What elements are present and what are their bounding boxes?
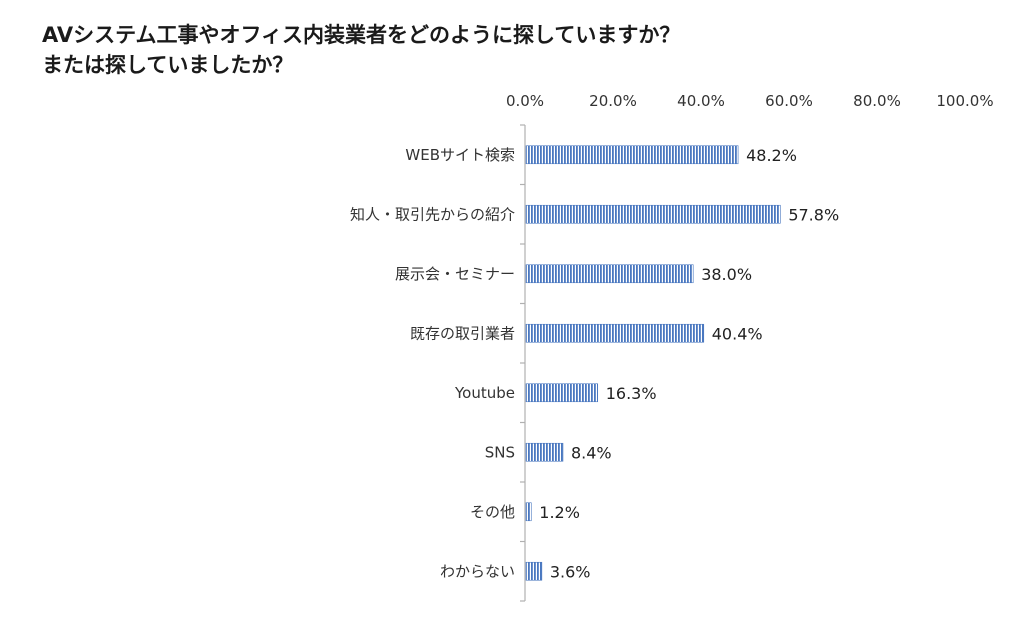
bar — [525, 502, 532, 522]
data-label: 38.0% — [701, 265, 752, 284]
data-label: 48.2% — [746, 146, 797, 165]
data-label: 57.8% — [788, 205, 839, 224]
x-tick-label: 40.0% — [677, 92, 725, 110]
chart-title-line-2: または探していましたか？ — [42, 53, 294, 77]
x-tick-label: 60.0% — [765, 92, 813, 110]
category-label: WEBサイト検索 — [405, 146, 515, 164]
data-label: 8.4% — [571, 443, 612, 462]
bar — [525, 264, 694, 284]
x-axis-ticks: 0.0% 20.0% 40.0% 60.0% 80.0% 100.0% — [506, 92, 994, 110]
chart-title: AVシステム工事やオフィス内装業者をどのように探していますか？ または探していま… — [42, 20, 1002, 80]
category-label: Youtube — [454, 384, 515, 402]
chart-title-line-1: AVシステム工事やオフィス内装業者をどのように探していますか？ — [42, 23, 681, 47]
bar — [525, 145, 739, 165]
bar — [525, 323, 705, 343]
x-tick-label: 100.0% — [936, 92, 993, 110]
category-label: わからない — [440, 562, 515, 580]
category-label: SNS — [485, 443, 515, 461]
bar — [525, 561, 543, 581]
value-labels: 48.2% 57.8% 38.0% 40.4% 16.3% 8.4% 1.2% 3.6% — [539, 146, 839, 582]
x-tick-label: 0.0% — [506, 92, 544, 110]
bar — [525, 204, 781, 224]
x-tick-label: 80.0% — [853, 92, 901, 110]
bars — [525, 145, 781, 581]
data-label: 40.4% — [712, 324, 763, 343]
bar — [525, 383, 599, 403]
category-label: 知人・取引先からの紹介 — [350, 205, 515, 223]
data-label: 3.6% — [550, 562, 591, 581]
data-label: 16.3% — [606, 384, 657, 403]
category-label: その他 — [470, 503, 515, 521]
category-label: 展示会・セミナー — [395, 265, 515, 283]
bar — [525, 442, 564, 462]
category-label: 既存の取引業者 — [410, 324, 515, 342]
data-label: 1.2% — [539, 503, 580, 522]
y-axis — [520, 124, 526, 602]
x-tick-label: 20.0% — [589, 92, 637, 110]
